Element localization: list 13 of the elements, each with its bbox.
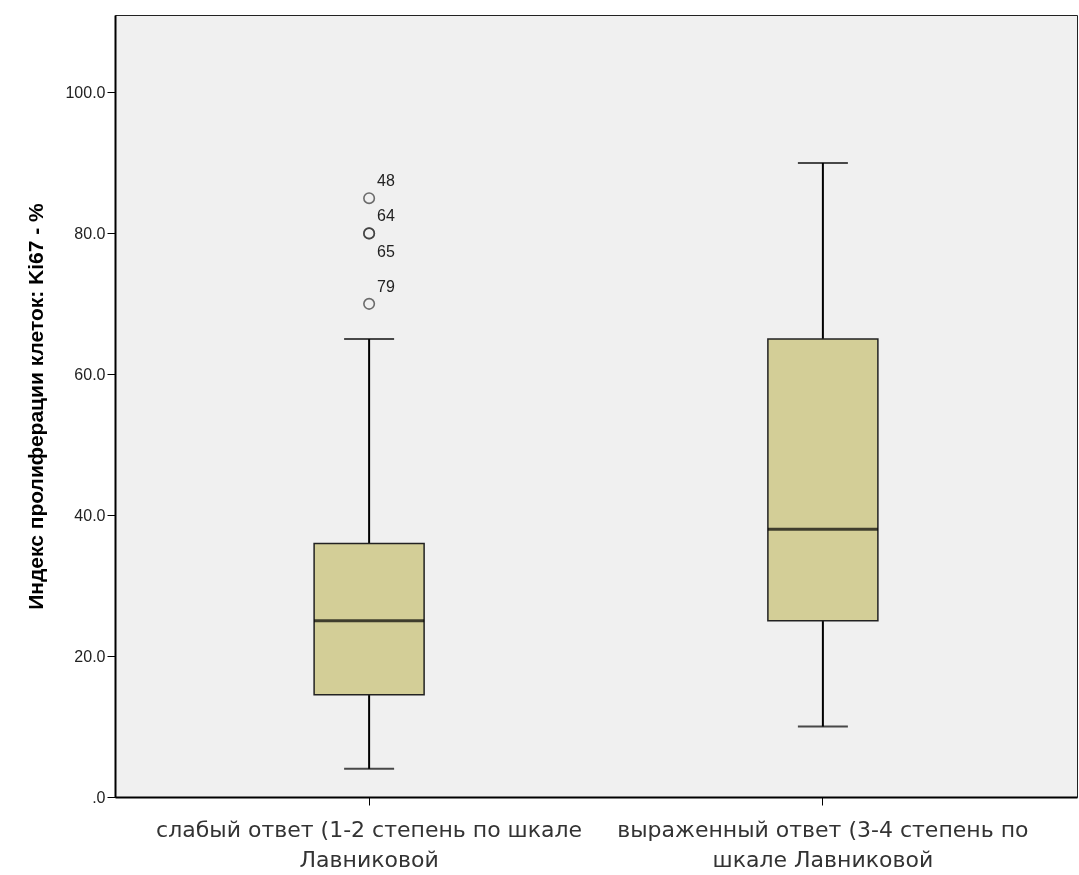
y-tick-label: 60.0 — [74, 365, 106, 383]
annotation: 65 — [377, 243, 396, 261]
y-tick-label: 40.0 — [74, 506, 106, 524]
annotation: 64 — [377, 207, 396, 225]
y-tick-label: .0 — [92, 788, 106, 806]
y-tick-label: 100.0 — [65, 84, 106, 101]
annotation: 79 — [377, 277, 396, 295]
y-axis-title: Индекс пролиферации клеток: Ki67 - % — [24, 202, 48, 610]
annotation: 48 — [377, 172, 396, 190]
x-tick-label: выраженный ответ (3-4 степень по шкале Лавниковой — [617, 816, 1029, 872]
x-tick-label: слабый ответ (1-2 степень по шкале Лавниковой — [156, 816, 583, 872]
y-tick-label: 80.0 — [74, 224, 106, 242]
y-tick-label: 20.0 — [74, 647, 106, 665]
